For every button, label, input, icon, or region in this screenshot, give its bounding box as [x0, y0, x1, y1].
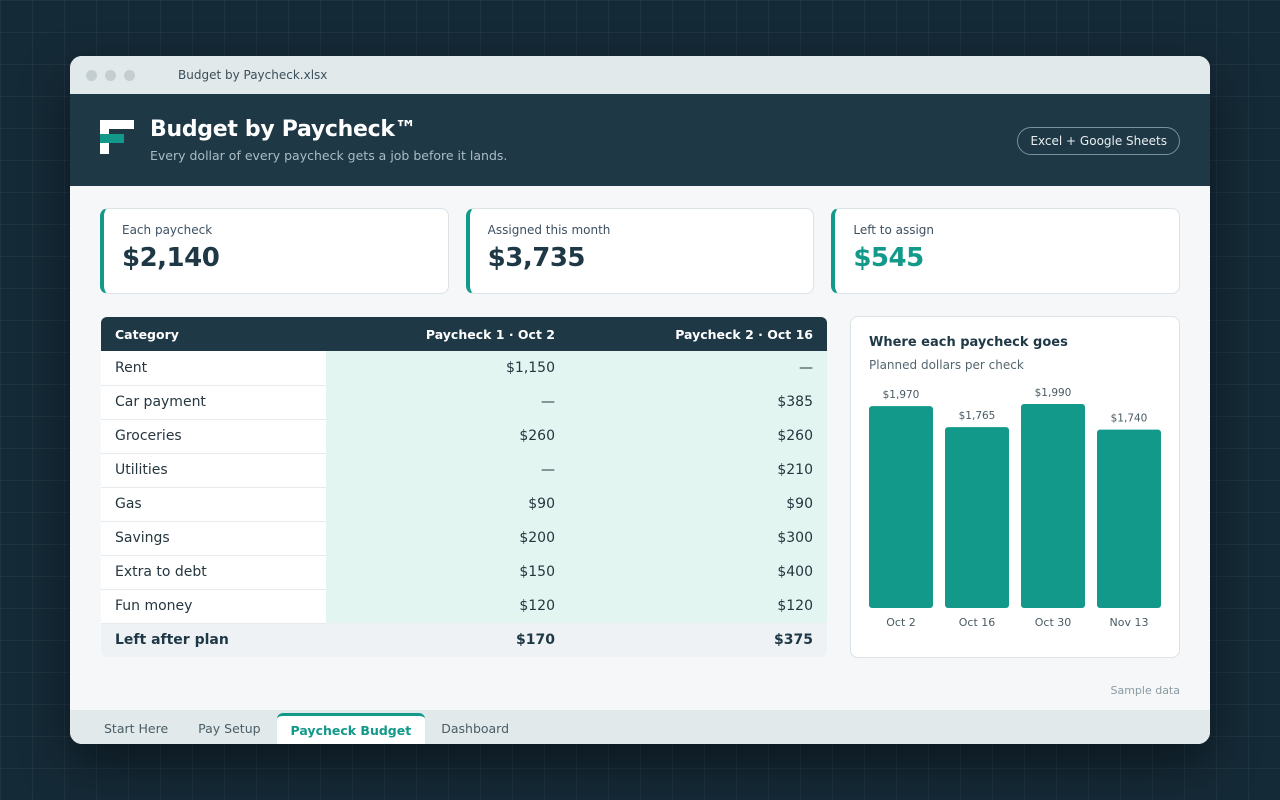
- category-cell[interactable]: Gas: [101, 487, 326, 522]
- paycheck-1-cell[interactable]: —: [326, 385, 569, 419]
- paycheck-chart-card: $1,970 Oct 2 $1,765 Oct 16 $1,990 Oct 30 $1,74…: [850, 316, 1180, 658]
- column-header-paycheck-2[interactable]: Paycheck 2 · Oct 16: [675, 326, 813, 342]
- category-cell[interactable]: Groceries: [101, 419, 326, 454]
- platform-badge: Excel + Google Sheets: [1017, 127, 1180, 155]
- tab-pay-setup[interactable]: Pay Setup: [198, 721, 261, 736]
- paycheck-1-cell[interactable]: $150: [326, 555, 569, 589]
- paycheck-2-cell[interactable]: $400: [569, 555, 827, 589]
- title-bar: Budget by Paycheck.xlsx: [70, 56, 1210, 94]
- app-header: Budget by Paycheck™ Every dollar of ever…: [70, 94, 1210, 186]
- category-cell[interactable]: Fun money: [101, 589, 326, 624]
- total-label-cell[interactable]: Left after plan: [101, 623, 326, 657]
- tab-start-here[interactable]: Start Here: [104, 721, 169, 736]
- chart-subtitle: Planned dollars per check: [869, 358, 1024, 372]
- x-tick-label: Oct 30: [1035, 616, 1072, 629]
- paycheck-1-cell[interactable]: $120: [326, 589, 569, 623]
- category-cell[interactable]: Savings: [101, 521, 326, 556]
- table-row: Extra to debt $150 $400: [101, 555, 827, 590]
- page-subtitle: Every dollar of every paycheck gets a jo…: [150, 148, 508, 163]
- category-cell[interactable]: Rent: [101, 351, 326, 386]
- column-header-paycheck-1[interactable]: Paycheck 1 · Oct 2: [425, 326, 555, 342]
- total-paycheck-2-cell[interactable]: $375: [569, 623, 827, 657]
- tab-dashboard[interactable]: Dashboard: [441, 721, 510, 736]
- app-window: Budget by Paycheck.xlsx Budget by Payche…: [70, 56, 1210, 744]
- bar-chart: $1,970 Oct 2 $1,765 Oct 16 $1,990 Oct 30 $1,74…: [869, 387, 1161, 629]
- table-row: Fun money $120 $120: [101, 589, 827, 624]
- paycheck-1-cell[interactable]: $90: [326, 487, 569, 521]
- card-value: $3,735: [487, 243, 586, 273]
- minimize-window-dot[interactable]: [105, 69, 116, 81]
- table-row: Rent $1,150 —: [101, 351, 827, 386]
- table-row: Savings $200 $300: [101, 521, 827, 556]
- bar-value-label: $1,970: [883, 389, 920, 401]
- paycheck-2-cell[interactable]: $120: [569, 589, 827, 623]
- chart-bar: [1021, 404, 1085, 608]
- card-each-paycheck: Each paycheck $2,140: [100, 208, 449, 294]
- x-tick-label: Nov 13: [1110, 616, 1149, 629]
- sample-data-note: Sample data: [1110, 684, 1180, 697]
- card-label: Assigned this month: [487, 223, 611, 237]
- page-title: Budget by Paycheck™: [150, 117, 417, 142]
- maximize-window-dot[interactable]: [124, 69, 135, 81]
- paycheck-2-cell[interactable]: $210: [569, 453, 827, 487]
- bar-value-label: $1,740: [1111, 413, 1148, 425]
- chart-title: Where each paycheck goes: [869, 335, 1068, 350]
- paycheck-2-cell[interactable]: $385: [569, 385, 827, 419]
- paycheck-2-cell[interactable]: $260: [569, 419, 827, 453]
- x-tick-label: Oct 16: [959, 616, 996, 629]
- table-row: Utilities — $210: [101, 453, 827, 488]
- window-filename: Budget by Paycheck.xlsx: [178, 68, 328, 82]
- bar-value-label: $1,765: [959, 410, 996, 422]
- table-row: Gas $90 $90: [101, 487, 827, 522]
- summary-cards: Each paycheck $2,140 Assigned this month…: [100, 208, 1181, 294]
- card-label: Left to assign: [853, 223, 935, 237]
- paycheck-2-cell[interactable]: $300: [569, 521, 827, 555]
- card-label: Each paycheck: [122, 223, 213, 237]
- chart-bar: [1097, 429, 1161, 608]
- chart-bar: [945, 427, 1009, 608]
- chart-bar: [869, 406, 933, 608]
- paycheck-1-cell[interactable]: $200: [326, 521, 569, 555]
- table-row: Groceries $260 $260: [101, 419, 827, 454]
- table-row: Car payment — $385: [101, 385, 827, 420]
- budget-table: Category Paycheck 1 · Oct 2 Paycheck 2 ·…: [101, 317, 827, 657]
- tab-paycheck-budget[interactable]: Paycheck Budget: [276, 713, 426, 744]
- category-cell[interactable]: Car payment: [101, 385, 326, 420]
- paycheck-2-cell[interactable]: —: [569, 351, 827, 385]
- paycheck-1-cell[interactable]: $1,150: [326, 351, 569, 385]
- sheet-tab-bar: Start Here Pay Setup Paycheck Budget Das…: [70, 710, 1210, 744]
- table-header-row: Category Paycheck 1 · Oct 2 Paycheck 2 ·…: [101, 317, 827, 351]
- paycheck-2-cell[interactable]: $90: [569, 487, 827, 521]
- x-tick-label: Oct 2: [886, 616, 916, 629]
- card-value: $545: [853, 243, 924, 273]
- card-value: $2,140: [122, 243, 220, 273]
- close-window-dot[interactable]: [86, 69, 97, 81]
- category-cell[interactable]: Utilities: [101, 453, 326, 488]
- bar-value-label: $1,990: [1035, 387, 1072, 399]
- card-left-to-assign: Left to assign $545: [831, 208, 1181, 294]
- category-cell[interactable]: Extra to debt: [101, 555, 326, 590]
- paycheck-1-cell[interactable]: —: [326, 453, 569, 487]
- table-total-row: Left after plan $170 $375: [101, 623, 827, 657]
- column-header-category[interactable]: Category: [115, 326, 179, 342]
- paycheck-1-cell[interactable]: $260: [326, 419, 569, 453]
- total-paycheck-1-cell[interactable]: $170: [326, 623, 569, 657]
- card-assigned-this-month: Assigned this month $3,735: [465, 208, 815, 294]
- brand-logo-icon: [100, 120, 134, 154]
